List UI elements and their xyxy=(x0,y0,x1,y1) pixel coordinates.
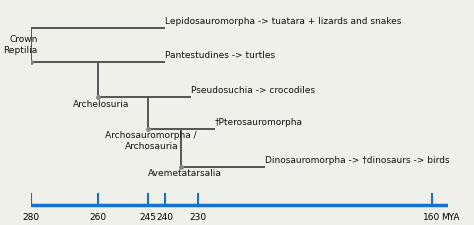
Text: Pseudosuchia -> crocodiles: Pseudosuchia -> crocodiles xyxy=(191,86,315,95)
Text: 160: 160 xyxy=(423,213,440,222)
Text: Archelosuria: Archelosuria xyxy=(73,100,129,109)
Text: Lepidosauromorpha -> tuatara + lizards and snakes: Lepidosauromorpha -> tuatara + lizards a… xyxy=(164,17,401,26)
Text: 230: 230 xyxy=(190,213,207,222)
Text: 245: 245 xyxy=(139,213,156,222)
Text: 260: 260 xyxy=(89,213,107,222)
Text: Pantestudines -> turtles: Pantestudines -> turtles xyxy=(164,51,275,60)
Text: MYA: MYA xyxy=(442,213,460,222)
Text: Crown
Reptilia: Crown Reptilia xyxy=(4,35,38,55)
Text: Avemetatarsalia: Avemetatarsalia xyxy=(148,169,221,178)
Text: 240: 240 xyxy=(156,213,173,222)
Text: 280: 280 xyxy=(23,213,40,222)
Text: Dinosauromorpha -> †dinosaurs -> birds: Dinosauromorpha -> †dinosaurs -> birds xyxy=(264,156,449,165)
Text: †Pterosauromorpha: †Pterosauromorpha xyxy=(215,118,303,127)
Text: Archosauromorpha /
Archosauria: Archosauromorpha / Archosauria xyxy=(105,131,197,151)
